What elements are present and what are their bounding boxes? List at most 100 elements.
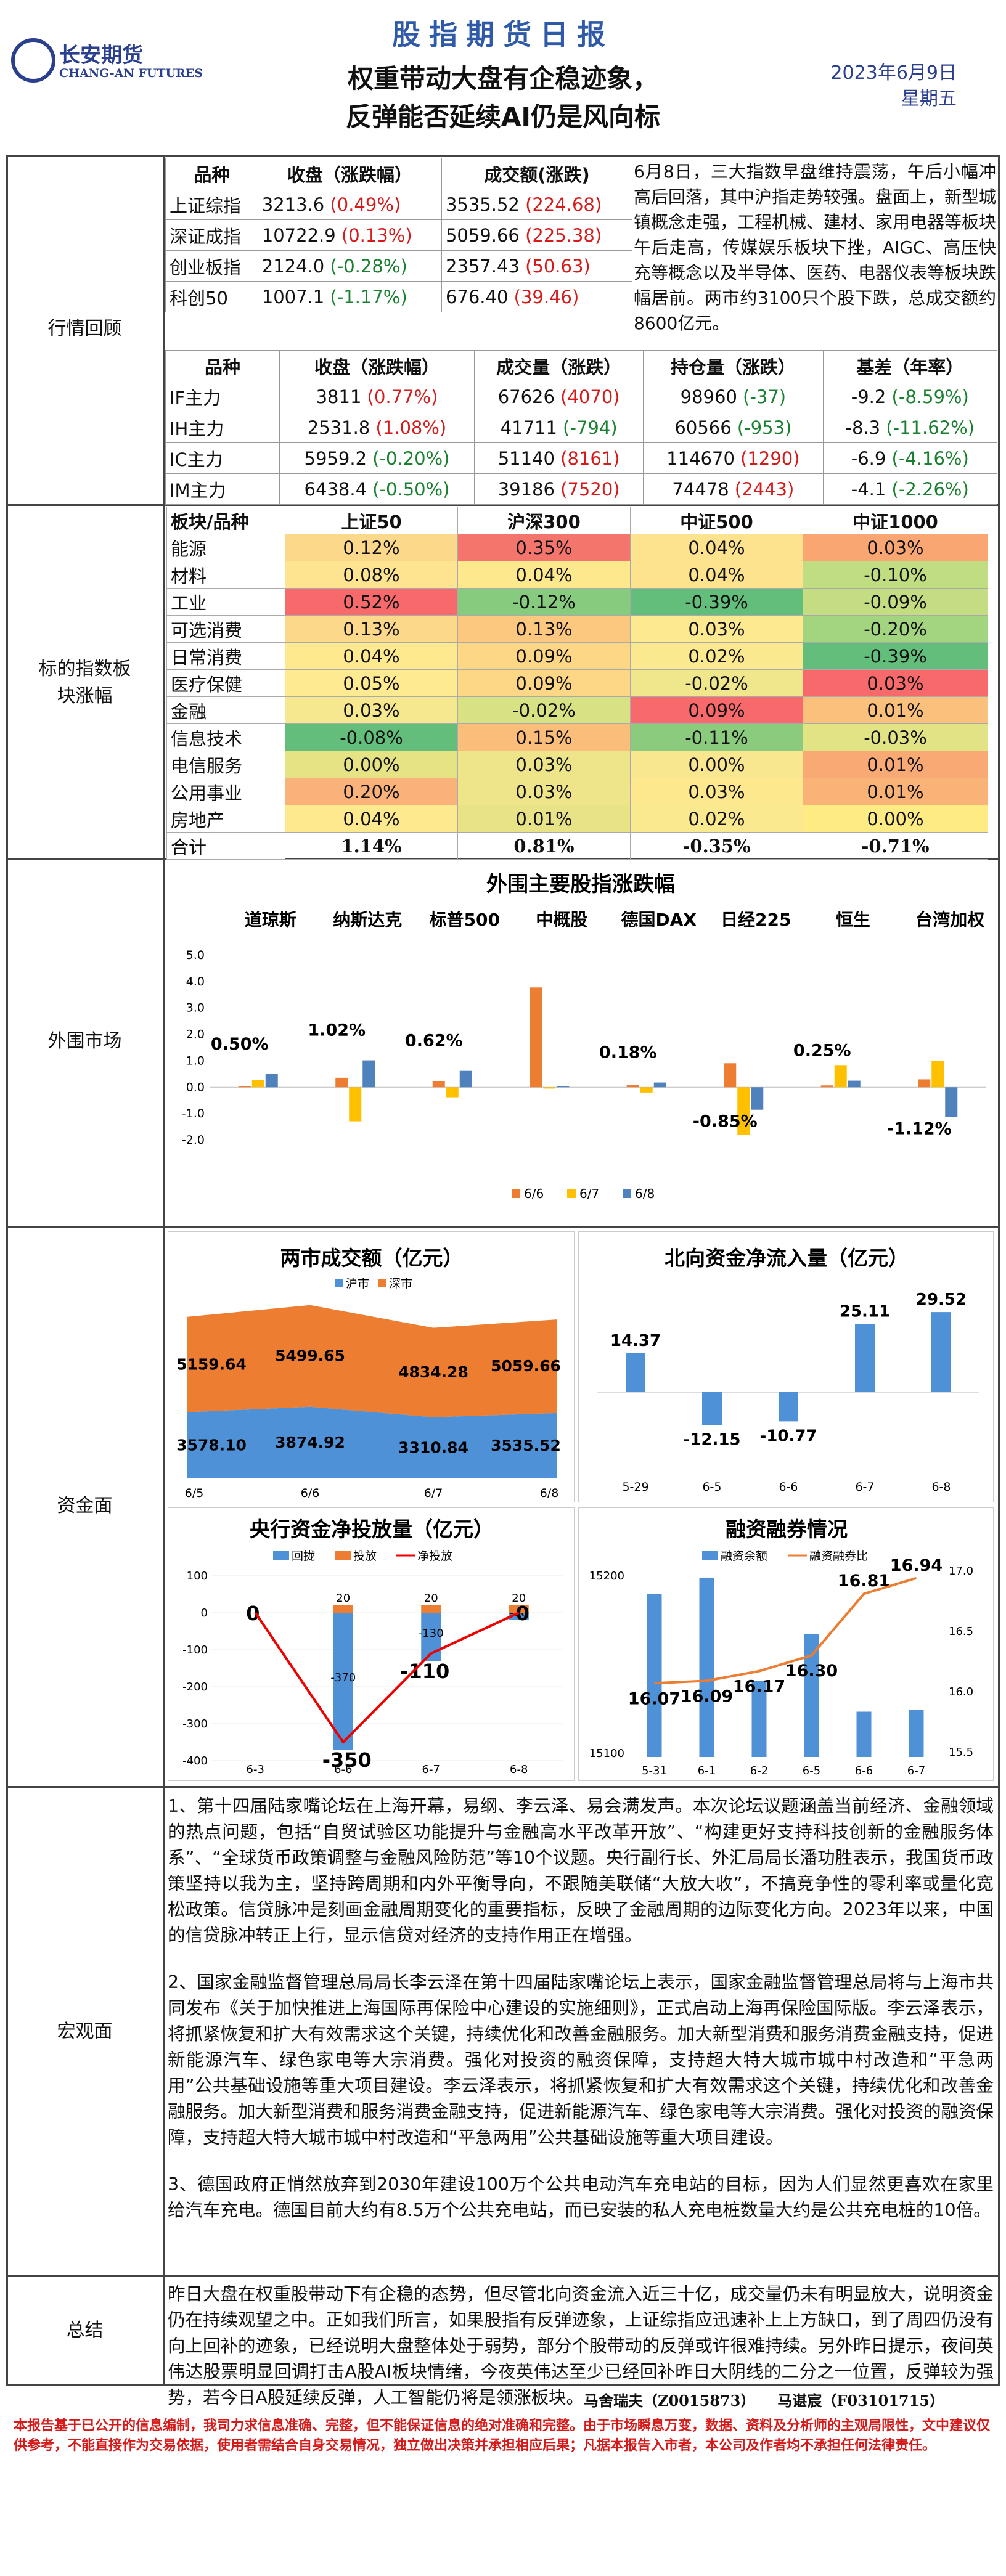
withdraw-label: -370 (330, 1671, 356, 1684)
macro-paragraph: 1、第十四届陆家嘴论坛在上海开幕，易纲、李云泽、易会满发声。本次论坛议题涵盖当前… (168, 1796, 994, 1946)
future-volume: 51140 (8161) (474, 442, 644, 474)
sz-area (187, 1305, 557, 1417)
macro-text: 1、第十四届陆家嘴论坛在上海开幕，易纲、李云泽、易会满发声。本次论坛议题涵盖当前… (168, 1793, 994, 2244)
sh-label: 3310.84 (398, 1438, 468, 1456)
bar-balance (647, 1594, 662, 1757)
net-label: -110 (400, 1660, 449, 1683)
y-tick-label: 15200 (589, 1570, 624, 1583)
ratio-line (654, 1576, 917, 1685)
category-label: 纳斯达克 (333, 910, 402, 930)
legend-label: 净投放 (417, 1549, 452, 1563)
ratio-label: 16.17 (733, 1677, 785, 1697)
category-label: 台湾加权 (915, 910, 984, 930)
data-label: 0.18% (599, 1043, 657, 1062)
header-cell: 收盘（涨跌幅） (257, 158, 442, 189)
sh-area (187, 1406, 557, 1478)
bar (702, 1392, 722, 1425)
data-label: -10.77 (759, 1427, 817, 1445)
close-change: (-0.28%) (330, 255, 407, 277)
data-label: 0.25% (793, 1041, 851, 1061)
bar-balance (909, 1710, 924, 1757)
sector-value: 0.00% (285, 751, 458, 778)
sector-value: 0.09% (457, 669, 631, 697)
total-label: 合计 (166, 832, 285, 860)
close-change: (0.77%) (367, 386, 438, 407)
volume-value: 41711 (500, 417, 563, 438)
amount-value: 3535.52 (445, 194, 526, 215)
close-change: (-0.50%) (372, 478, 450, 500)
future-volume: 67626 (4070) (474, 381, 644, 412)
sector-value: 0.13% (285, 615, 458, 643)
index-close: 1007.1 (-1.17%) (257, 281, 442, 312)
bar (855, 1324, 875, 1392)
close-change: (1.08%) (375, 417, 447, 438)
y-tick-label: 15100 (589, 1747, 624, 1760)
x-tick-label: 6-6 (855, 1764, 873, 1777)
x-tick-label: 6/7 (424, 1486, 443, 1500)
y2-tick-label: 16.5 (949, 1625, 973, 1638)
y-tick-label: -100 (182, 1644, 208, 1657)
inject-label: 20 (512, 1592, 526, 1605)
bar-6-8 (751, 1087, 764, 1110)
legend-label: 6/6 (524, 1186, 544, 1201)
header-cell: 成交量（涨跌） (474, 350, 644, 381)
sector-value: 0.03% (285, 696, 458, 724)
date-text: 2023年6月9日 (830, 62, 957, 84)
bar-6-7 (737, 1087, 750, 1135)
ratio-label: 16.07 (628, 1689, 681, 1708)
total-value: 1.14% (285, 832, 458, 860)
bar (779, 1392, 798, 1422)
x-tick-label: 6/6 (301, 1486, 320, 1500)
x-tick-label: 6-6 (779, 1480, 798, 1494)
table-row: 工业 0.52% -0.12% -0.39% -0.09% (166, 588, 988, 616)
ratio-label: 16.09 (681, 1687, 733, 1706)
sz-label: 4834.28 (398, 1363, 468, 1381)
basis-change: (-2.26%) (891, 478, 969, 500)
sector-name: 医疗保健 (166, 669, 285, 697)
basis-change: (-8.59%) (891, 386, 969, 407)
y-tick-label: -400 (182, 1755, 208, 1767)
amount-value: 5059.66 (445, 224, 526, 246)
sector-value: -0.12% (457, 588, 631, 616)
sz-label: 5059.66 (491, 1357, 561, 1375)
close-change: (0.49%) (330, 194, 401, 215)
chart-title: 两市成交额（亿元） (280, 1246, 464, 1270)
x-tick-label: 6-7 (855, 1480, 874, 1494)
future-basis: -4.1 (-2.26%) (822, 473, 997, 505)
sector-value: 0.04% (630, 561, 803, 589)
legend-label: 融资余额 (721, 1549, 767, 1563)
amount-value: 2357.43 (445, 255, 526, 277)
subtitle-line-1: 权重带动大盘有企稳迹象， (347, 63, 658, 94)
oi-change: (-37) (743, 386, 787, 407)
basis-change: (-11.62%) (886, 417, 975, 438)
category-label: 标普500 (430, 910, 500, 930)
turnover-chart: 两市成交额（亿元） 沪市 深市 3578.10 5159.64 6/5 3874.92 549… (168, 1231, 575, 1502)
sector-value: 0.01% (803, 778, 988, 805)
table-row: 材料 0.08% 0.04% 0.04% -0.10% (166, 561, 988, 589)
future-oi: 60566 (-953) (643, 412, 824, 443)
market-review-text: 6月8日，三大指数早盘维持震荡，午后小幅冲高后回落，其中沪指走势较强。盘面上，新… (634, 161, 997, 333)
table-row: 金融 0.03% -0.02% 0.09% 0.01% (166, 696, 988, 724)
header-cell: 基差（年率） (822, 350, 997, 381)
sector-value: 0.03% (803, 534, 988, 561)
x-tick-label: 6-1 (698, 1764, 716, 1777)
chart-title: 外围主要股指涨跌幅 (486, 872, 675, 897)
data-label: -12.15 (683, 1430, 740, 1449)
bar-6-6 (530, 987, 542, 1088)
basis-value: -8.3 (845, 417, 886, 438)
authors: 马舍瑞夫（Z0015873） 马谌宸（F03101715） (583, 2392, 944, 2410)
sector-value: -0.10% (803, 561, 988, 589)
bar-6-6 (820, 1085, 833, 1088)
sector-value: 0.09% (457, 642, 631, 670)
sector-value: 0.52% (285, 588, 458, 616)
table-row: 创业板指 2124.0 (-0.28%) 2357.43 (50.63) (165, 250, 633, 282)
bar-6-8 (557, 1086, 570, 1088)
sh-label: 3578.10 (176, 1436, 247, 1454)
bar-balance (699, 1577, 714, 1757)
sector-value: 0.12% (285, 534, 458, 561)
x-tick-label: 6-8 (931, 1480, 951, 1494)
legend-swatch (335, 1551, 351, 1560)
sh-label: 3874.92 (275, 1433, 345, 1451)
net-line (254, 1612, 520, 1745)
bar-6-7 (446, 1087, 459, 1098)
